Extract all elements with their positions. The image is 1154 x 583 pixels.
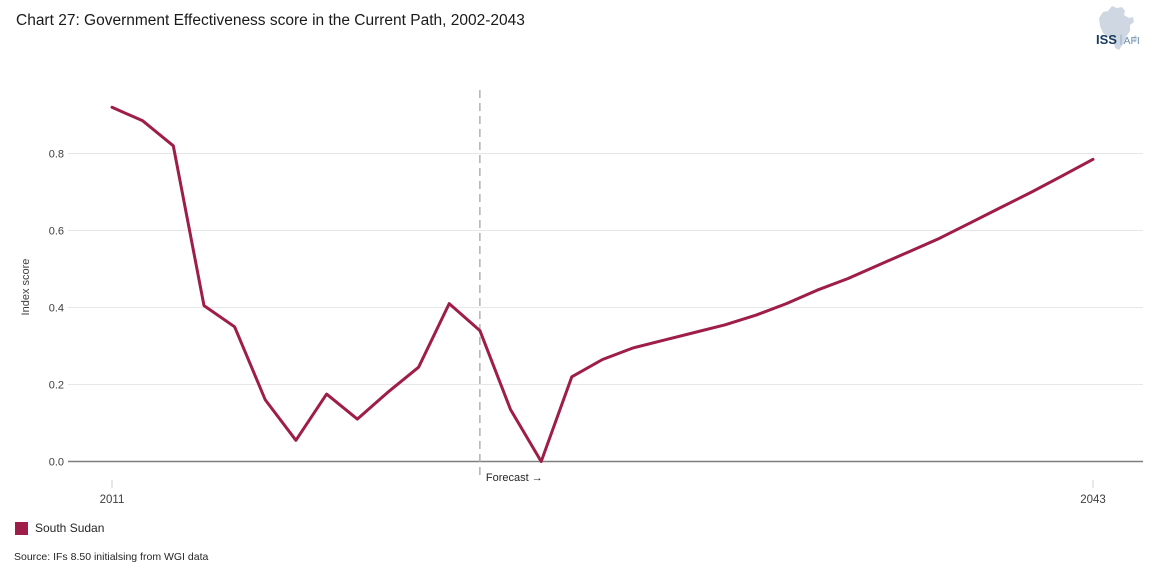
- y-tick-label: 0.4: [49, 303, 64, 315]
- iss-afi-logo: ISS AFI: [1089, 5, 1141, 53]
- chart-title: Chart 27: Government Effectiveness score…: [16, 12, 525, 29]
- y-tick-label: 0.6: [49, 226, 64, 238]
- africa-logo-icon: ISS AFI: [1096, 6, 1140, 50]
- x-tick-label: 2043: [1080, 494, 1106, 506]
- y-tick-label: 0.0: [49, 457, 64, 469]
- legend-label: South Sudan: [35, 521, 105, 535]
- madagascar-silhouette: [1133, 35, 1137, 43]
- forecast-label: Forecast →: [486, 472, 543, 484]
- y-tick-label: 0.2: [49, 380, 64, 392]
- y-axis-title: Index score: [20, 259, 32, 316]
- series-line-south-sudan: [110, 105, 1095, 463]
- logo-unit-text: AFI: [1124, 35, 1140, 47]
- legend-swatch: [15, 521, 28, 535]
- source-note: Source: IFs 8.50 initialsing from WGI da…: [14, 551, 209, 563]
- x-tick-label: 2011: [100, 494, 125, 506]
- africa-silhouette: [1099, 6, 1134, 50]
- logo-org-text: ISS: [1096, 32, 1117, 47]
- legend: South Sudan: [15, 521, 104, 535]
- y-tick-label: 0.8: [49, 149, 64, 161]
